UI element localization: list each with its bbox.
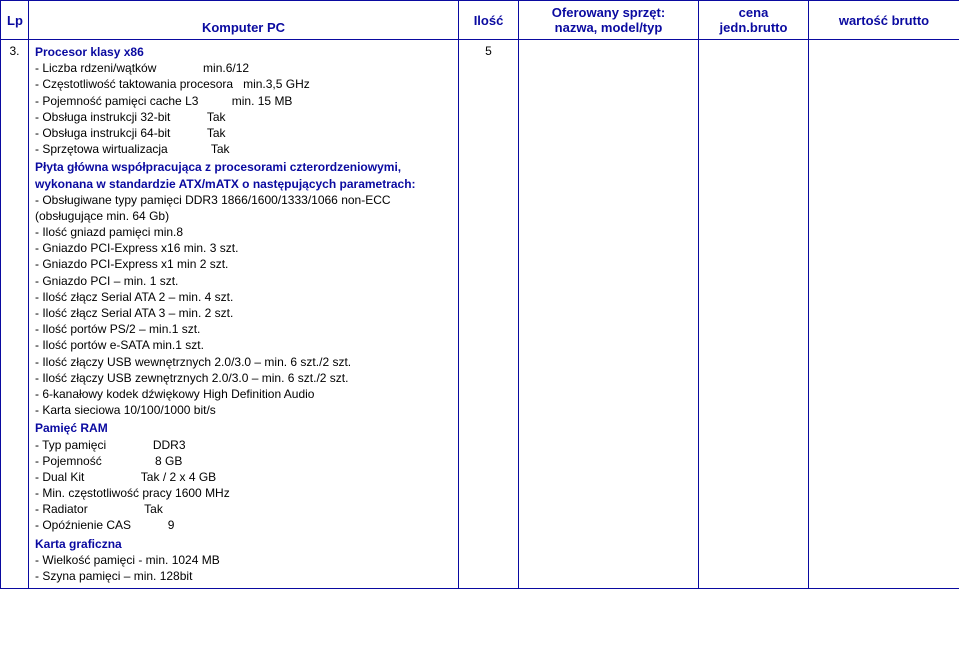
ram-spec-lines: - Typ pamięci DDR3- Pojemność 8 GB- Dual… <box>35 437 452 534</box>
gpu-spec-lines: - Wielkość pamięci - min. 1024 MB- Szyna… <box>35 552 452 584</box>
table-header-row: Lp Komputer PC Ilość Oferowany sprzęt: n… <box>1 1 959 40</box>
spec-line: - Dual Kit Tak / 2 x 4 GB <box>35 469 452 485</box>
col-header-qty: Ilość <box>459 1 519 40</box>
spec-line: - Sprzętowa wirtualizacja Tak <box>35 141 452 157</box>
cpu-title: Procesor klasy x86 <box>35 44 452 60</box>
spec-line: - Ilość portów PS/2 – min.1 szt. <box>35 321 452 337</box>
row-qty: 5 <box>459 40 519 589</box>
spec-line: - Liczba rdzeni/wątków min.6/12 <box>35 60 452 76</box>
spec-line: - Ilość złącz Serial ATA 3 – min. 2 szt. <box>35 305 452 321</box>
spec-table: Lp Komputer PC Ilość Oferowany sprzęt: n… <box>0 0 959 589</box>
ram-title: Pamięć RAM <box>35 420 452 436</box>
spec-line: - Pojemność 8 GB <box>35 453 452 469</box>
spec-line: - 6-kanałowy kodek dźwiękowy High Defini… <box>35 386 452 402</box>
row-offered <box>519 40 699 589</box>
spec-line: - Ilość złączy USB wewnętrznych 2.0/3.0 … <box>35 354 452 370</box>
spec-line: - Obsługa instrukcji 64-bit Tak <box>35 125 452 141</box>
mb-title: Płyta główna współpracująca z procesoram… <box>35 159 452 191</box>
spec-line: - Karta sieciowa 10/100/1000 bit/s <box>35 402 452 418</box>
spec-line: - Ilość portów e-SATA min.1 szt. <box>35 337 452 353</box>
spec-line: - Gniazdo PCI-Express x16 min. 3 szt. <box>35 240 452 256</box>
spec-line: - Radiator Tak <box>35 501 452 517</box>
spec-line: - Gniazdo PCI-Express x1 min 2 szt. <box>35 256 452 272</box>
spec-line: - Ilość złącz Serial ATA 2 – min. 4 szt. <box>35 289 452 305</box>
spec-line: - Ilość złączy USB zewnętrznych 2.0/3.0 … <box>35 370 452 386</box>
spec-line: - Obsługa instrukcji 32-bit Tak <box>35 109 452 125</box>
row-unitprice <box>699 40 809 589</box>
spec-line: - Gniazdo PCI – min. 1 szt. <box>35 273 452 289</box>
row-totalprice <box>809 40 959 589</box>
spec-line: - Częstotliwość taktowania procesora min… <box>35 76 452 92</box>
spec-line: - Wielkość pamięci - min. 1024 MB <box>35 552 452 568</box>
col-header-lp: Lp <box>1 1 29 40</box>
mb-spec-lines: - Obsługiwane typy pamięci DDR3 1866/160… <box>35 192 452 419</box>
row-description: Procesor klasy x86 - Liczba rdzeni/wątkó… <box>29 40 459 589</box>
spec-line: - Obsługiwane typy pamięci DDR3 1866/160… <box>35 192 452 224</box>
cpu-spec-lines: - Liczba rdzeni/wątków min.6/12- Częstot… <box>35 60 452 157</box>
spec-line: - Ilość gniazd pamięci min.8 <box>35 224 452 240</box>
spec-line: - Pojemność pamięci cache L3 min. 15 MB <box>35 93 452 109</box>
col-header-unitprice: cena jedn.brutto <box>699 1 809 40</box>
col-header-desc: Komputer PC <box>29 1 459 40</box>
spec-line: - Min. częstotliwość pracy 1600 MHz <box>35 485 452 501</box>
row-lp: 3. <box>1 40 29 589</box>
col-header-totalprice: wartość brutto <box>809 1 959 40</box>
spec-line: - Szyna pamięci – min. 128bit <box>35 568 452 584</box>
gpu-title: Karta graficzna <box>35 536 452 552</box>
spec-line: - Opóźnienie CAS 9 <box>35 517 452 533</box>
table-row: 3. Procesor klasy x86 - Liczba rdzeni/wą… <box>1 40 959 589</box>
col-header-offered: Oferowany sprzęt: nazwa, model/typ <box>519 1 699 40</box>
spec-line: - Typ pamięci DDR3 <box>35 437 452 453</box>
